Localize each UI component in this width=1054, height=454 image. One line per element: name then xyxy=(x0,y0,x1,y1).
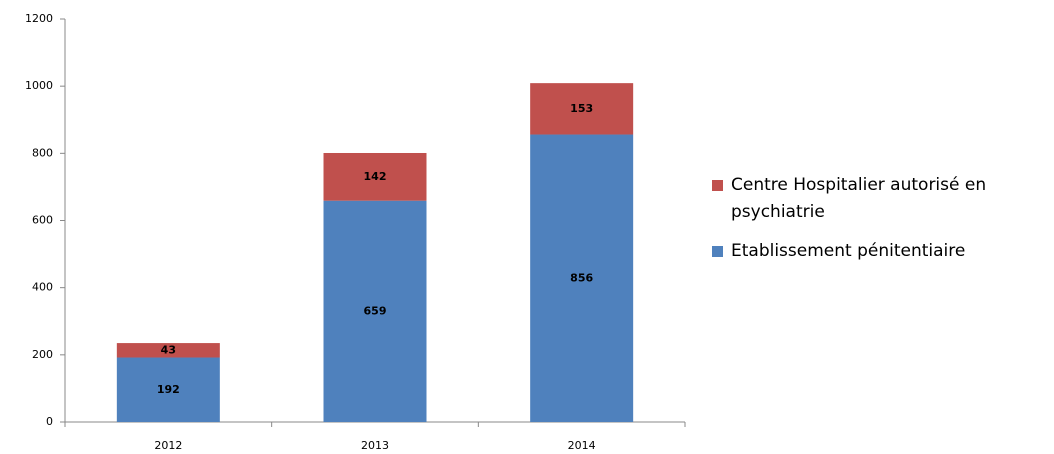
x-tick-label: 2014 xyxy=(568,439,596,452)
bar-segment xyxy=(116,343,220,358)
data-label: 153 xyxy=(570,102,593,115)
y-tick-label: 200 xyxy=(32,348,53,361)
y-tick-label: 600 xyxy=(32,214,53,227)
y-tick-label: 400 xyxy=(32,281,53,294)
data-label: 659 xyxy=(364,304,387,317)
y-tick-label: 1000 xyxy=(25,79,53,92)
data-label: 142 xyxy=(364,170,387,183)
legend-item: Etablissement pénitentiaire xyxy=(712,238,1032,265)
legend-swatch xyxy=(712,180,723,191)
y-tick-label: 0 xyxy=(46,415,53,428)
legend-item: Centre Hospitalier autorisé en psychiatr… xyxy=(712,172,1032,226)
bar-segment xyxy=(323,152,427,201)
bar-segment xyxy=(530,83,634,135)
legend-label: Etablissement pénitentiaire xyxy=(731,241,966,261)
bar-segment xyxy=(116,357,220,422)
x-tick-label: 2013 xyxy=(361,439,389,452)
legend: Centre Hospitalier autorisé en psychiatr… xyxy=(712,172,1032,277)
x-tick-label: 2012 xyxy=(154,439,182,452)
bar-segment xyxy=(530,134,634,422)
y-tick-label: 1200 xyxy=(25,12,53,25)
data-label: 856 xyxy=(570,271,593,284)
legend-swatch xyxy=(712,246,723,257)
data-label: 43 xyxy=(161,343,176,356)
bar-segment xyxy=(323,200,427,422)
legend-label: Centre Hospitalier autorisé en psychiatr… xyxy=(731,175,987,222)
y-tick-label: 800 xyxy=(32,146,53,159)
data-label: 192 xyxy=(157,383,180,396)
